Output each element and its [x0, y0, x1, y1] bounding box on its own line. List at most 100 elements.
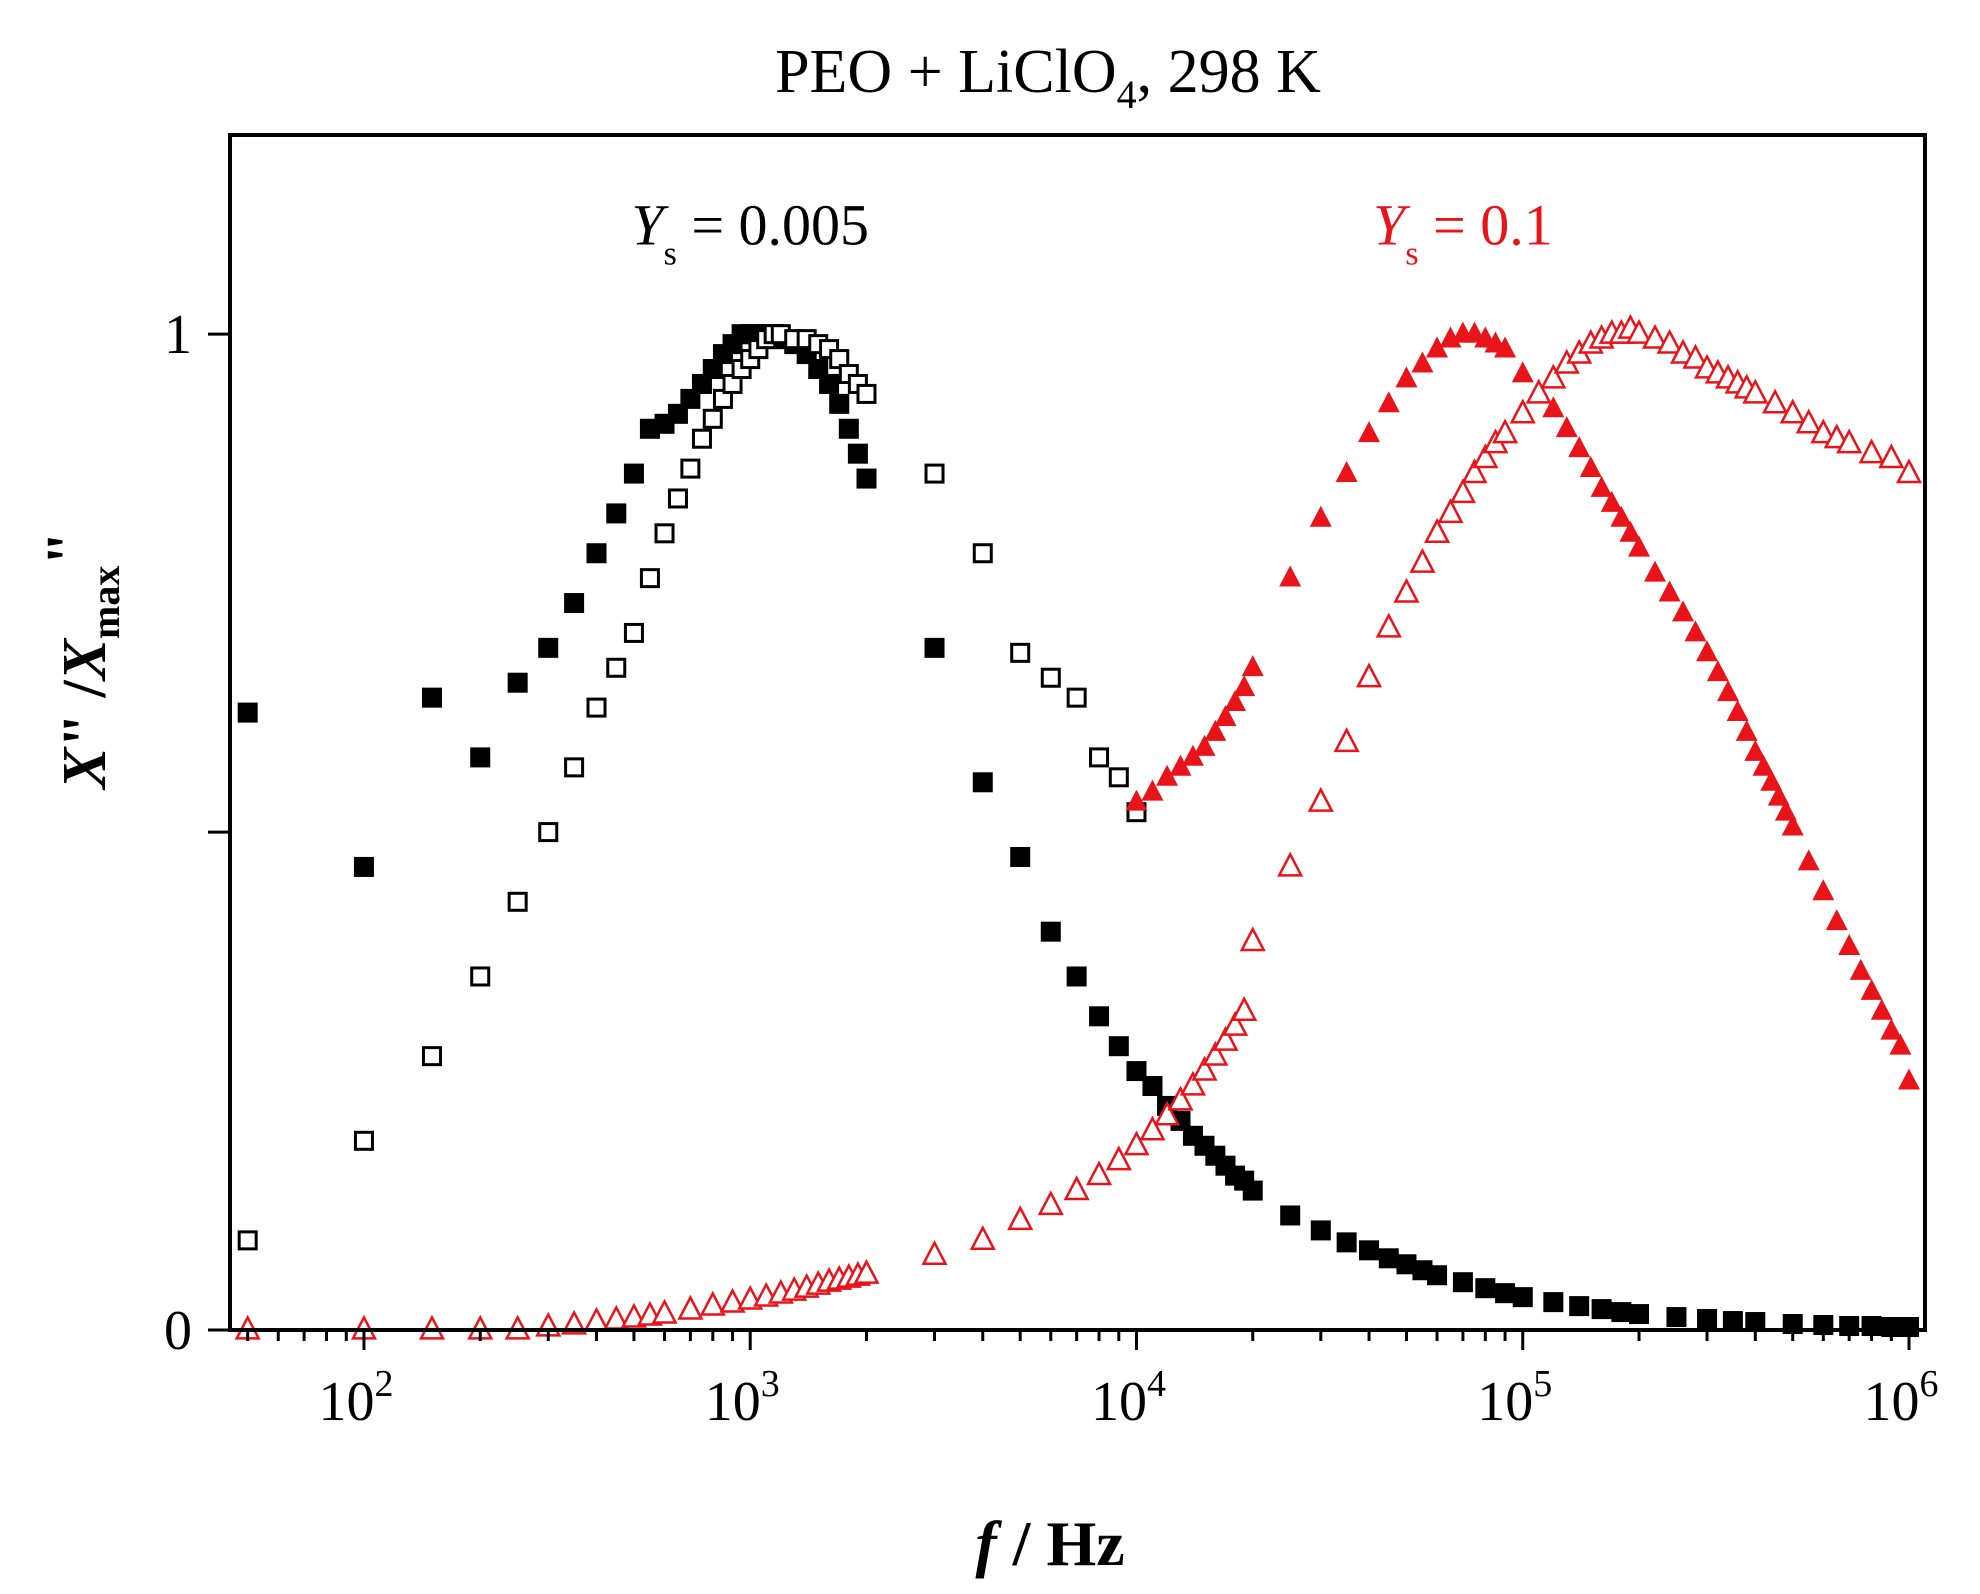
data-point: [1309, 505, 1332, 527]
data-point: [1423, 518, 1451, 543]
data-point: [1611, 1302, 1632, 1323]
data-point: [470, 966, 491, 987]
data-point: [1591, 1299, 1612, 1320]
data-point: [1336, 1232, 1357, 1253]
data-point: [1204, 719, 1227, 741]
data-point: [856, 468, 877, 489]
x-tick-label: 102: [318, 1363, 393, 1433]
data-point: [1696, 640, 1719, 662]
data-point: [651, 1298, 678, 1324]
data-point: [586, 543, 607, 564]
data-point: [1779, 398, 1806, 424]
data-point: [1752, 754, 1775, 776]
data-point: [838, 418, 859, 439]
data-point: [1169, 754, 1192, 776]
data-point: [1542, 396, 1565, 418]
data-point: [667, 488, 688, 509]
annotation-label-1: Ys = 0.005: [631, 193, 869, 273]
data-point: [924, 637, 945, 658]
data-point: [1579, 456, 1602, 478]
data-point: [829, 393, 850, 414]
data-point: [1543, 1292, 1564, 1313]
x-axis: 102 103 104 105 106: [246, 1330, 1939, 1433]
data-point: [1569, 1296, 1590, 1317]
data-point: [1735, 719, 1758, 741]
data-point: [1108, 767, 1129, 788]
data-point: [1774, 799, 1797, 821]
data-point: [538, 637, 559, 658]
data-point: [1395, 366, 1418, 388]
data-point: [504, 1314, 531, 1340]
data-point: [1085, 1160, 1113, 1186]
data-point: [1825, 909, 1848, 931]
data-point: [623, 463, 644, 484]
data-point: [1509, 398, 1536, 424]
data-point: [1181, 744, 1204, 766]
data-point: [1619, 520, 1642, 542]
data-point: [1461, 458, 1488, 484]
data-point: [1154, 1100, 1181, 1126]
data-point: [972, 772, 993, 793]
data-point: [353, 1130, 374, 1151]
data-point: [1717, 680, 1740, 702]
data-point: [1242, 1180, 1263, 1201]
data-point: [1179, 1070, 1206, 1096]
data-point: [1310, 1220, 1331, 1241]
data-point: [1125, 789, 1148, 811]
data-point: [1359, 1240, 1380, 1261]
data-point: [1141, 779, 1164, 801]
data-point: [1475, 1278, 1496, 1299]
data-point: [1007, 1205, 1034, 1231]
data-point: [237, 702, 258, 723]
data-point: [1781, 814, 1804, 836]
data-point: [1426, 336, 1449, 358]
data-point: [1193, 734, 1216, 756]
data-point: [847, 443, 868, 464]
data-point: [1555, 416, 1578, 438]
data-point: [1658, 580, 1681, 602]
data-point: [1540, 363, 1567, 389]
data-point: [237, 1230, 258, 1251]
data-point: [1040, 667, 1061, 688]
data-point: [1191, 1055, 1218, 1081]
data-point: [1452, 1272, 1473, 1293]
data-point: [1590, 475, 1613, 497]
data-point: [699, 1290, 726, 1316]
data-point: [1899, 1317, 1920, 1338]
data-point: [1878, 443, 1905, 469]
data-point: [1836, 428, 1863, 454]
data-point: [421, 687, 442, 708]
data-point: [1889, 1033, 1912, 1055]
data-point: [1214, 704, 1237, 726]
data-point: [1139, 1115, 1166, 1141]
data-point: [1628, 535, 1651, 557]
data-point: [1277, 851, 1304, 877]
data-point: [470, 747, 491, 768]
data-point: [1167, 1085, 1194, 1111]
data-point: [1224, 690, 1247, 712]
data-point: [1066, 687, 1087, 708]
data-point: [719, 1287, 746, 1313]
data-point: [606, 503, 627, 524]
data-point: [1767, 784, 1790, 806]
data-point: [1233, 675, 1256, 697]
data-point: [654, 523, 675, 544]
data-point: [924, 463, 945, 484]
data-point: [1644, 560, 1667, 582]
y-tick-label: 1: [164, 304, 192, 366]
data-point: [1492, 418, 1519, 444]
data-point: [1684, 620, 1707, 642]
data-point: [1568, 436, 1591, 458]
data-point: [1449, 478, 1476, 504]
data-point: [1870, 998, 1893, 1020]
data-point: [623, 622, 644, 643]
data-point: [1105, 1145, 1132, 1171]
data-point: [1472, 443, 1499, 469]
data-point: [1089, 1006, 1110, 1027]
data-point: [1239, 926, 1266, 952]
data-point: [1377, 391, 1400, 413]
data-point: [1010, 846, 1031, 867]
data-point: [677, 1294, 704, 1320]
